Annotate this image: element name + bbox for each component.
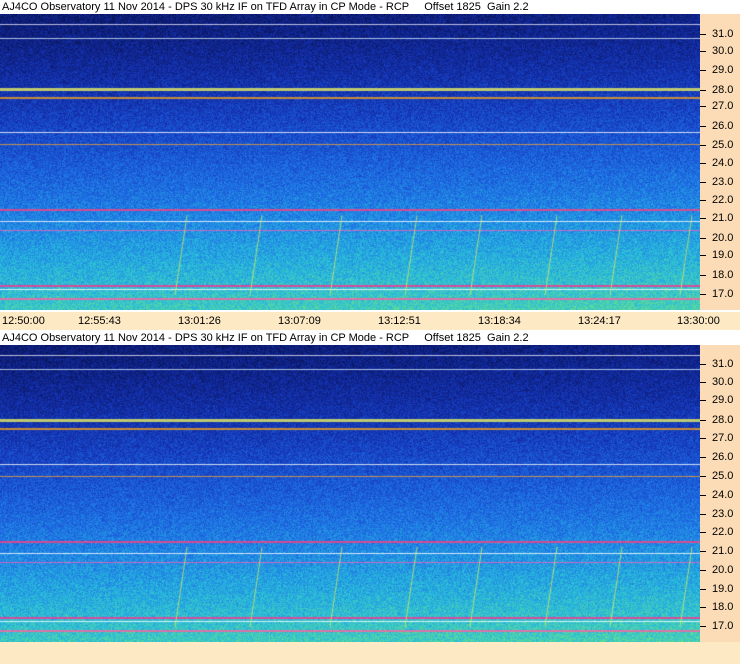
freq-tick: 24.0 — [700, 489, 740, 502]
time-tick: 12:55:43 — [78, 315, 121, 327]
freq-tick: 27.0 — [700, 432, 740, 445]
time-tick: 13:24:17 — [578, 315, 621, 327]
freq-tick: 25.0 — [700, 139, 740, 152]
frequency-axis: 31.0 30.0 29.0 28.0 27.0 26.0 25.0 24.0 … — [700, 345, 740, 642]
freq-tick: 19.0 — [700, 249, 740, 262]
spectrogram-image — [0, 345, 700, 642]
freq-tick: 23.0 — [700, 508, 740, 521]
freq-tick: 28.0 — [700, 84, 740, 97]
freq-tick: 18.0 — [700, 601, 740, 614]
time-tick: 13:18:34 — [478, 315, 521, 327]
freq-tick: 21.0 — [700, 212, 740, 225]
freq-tick: 31.0 — [700, 28, 740, 41]
freq-tick: 29.0 — [700, 394, 740, 407]
freq-tick: 19.0 — [700, 583, 740, 596]
time-tick: 13:01:26 — [178, 315, 221, 327]
freq-tick: 21.0 — [700, 545, 740, 558]
freq-tick: 22.0 — [700, 194, 740, 207]
freq-tick: 29.0 — [700, 64, 740, 77]
spectrogram-panel-bottom: AJ4CO Observatory 11 Nov 2014 - DPS 30 k… — [0, 331, 740, 664]
freq-tick: 18.0 — [700, 269, 740, 282]
freq-tick: 22.0 — [700, 526, 740, 539]
freq-tick: 31.0 — [700, 358, 740, 371]
time-tick: 13:07:09 — [278, 315, 321, 327]
freq-tick: 26.0 — [700, 120, 740, 133]
freq-tick: 20.0 — [700, 232, 740, 245]
time-axis — [0, 642, 740, 664]
freq-tick: 20.0 — [700, 564, 740, 577]
freq-tick: 17.0 — [700, 288, 740, 301]
freq-tick: 17.0 — [700, 620, 740, 633]
time-tick: 13:12:51 — [378, 315, 421, 327]
frequency-axis: 31.0 30.0 29.0 28.0 27.0 26.0 25.0 24.0 … — [700, 14, 740, 310]
time-axis: 12:50:00 12:55:43 13:01:26 13:07:09 13:1… — [0, 312, 740, 330]
panel-title: AJ4CO Observatory 11 Nov 2014 - DPS 30 k… — [0, 0, 740, 14]
time-tick: 13:30:00 — [677, 315, 720, 327]
freq-tick: 25.0 — [700, 470, 740, 483]
freq-tick: 23.0 — [700, 176, 740, 189]
spectrogram-image — [0, 14, 700, 310]
freq-tick: 27.0 — [700, 100, 740, 113]
freq-tick: 30.0 — [700, 376, 740, 389]
freq-tick: 28.0 — [700, 414, 740, 427]
freq-tick: 24.0 — [700, 157, 740, 170]
time-tick: 12:50:00 — [2, 315, 45, 327]
panel-title: AJ4CO Observatory 11 Nov 2014 - DPS 30 k… — [0, 331, 740, 345]
freq-tick: 26.0 — [700, 451, 740, 464]
spectrogram-panel-top: AJ4CO Observatory 11 Nov 2014 - DPS 30 k… — [0, 0, 740, 331]
freq-tick: 30.0 — [700, 45, 740, 58]
